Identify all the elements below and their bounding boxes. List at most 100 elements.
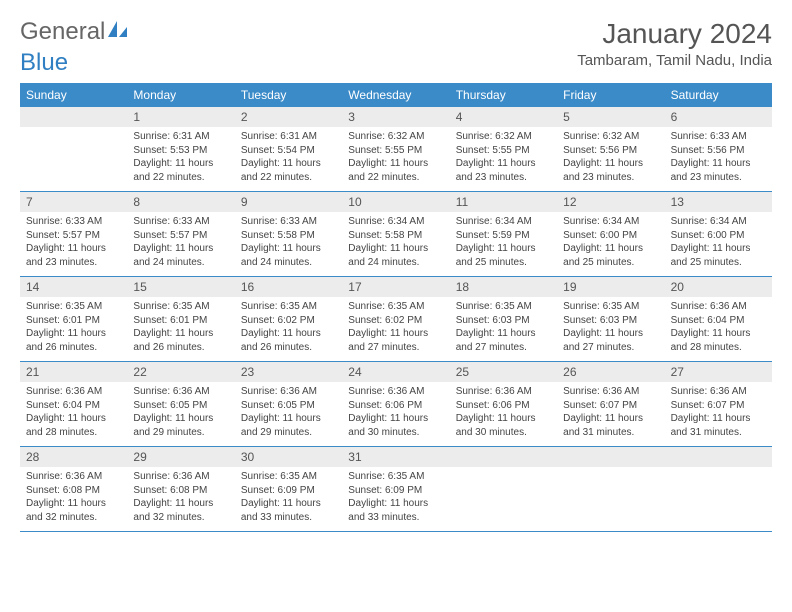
logo-sail-icon: [107, 18, 129, 46]
detail-line: Sunrise: 6:35 AM: [241, 300, 336, 314]
detail-line: and 29 minutes.: [133, 426, 228, 440]
header: General January 2024 Tambaram, Tamil Nad…: [20, 18, 772, 69]
detail-line: Daylight: 11 hours: [563, 157, 658, 171]
day-details: Sunrise: 6:36 AMSunset: 6:07 PMDaylight:…: [665, 382, 772, 445]
calendar-cell: 28Sunrise: 6:36 AMSunset: 6:08 PMDayligh…: [20, 447, 127, 531]
detail-line: Sunset: 6:02 PM: [241, 314, 336, 328]
calendar-cell: 18Sunrise: 6:35 AMSunset: 6:03 PMDayligh…: [450, 277, 557, 361]
detail-line: and 23 minutes.: [456, 171, 551, 185]
day-number: 26: [557, 362, 664, 382]
day-number: 28: [20, 447, 127, 467]
detail-line: Sunset: 5:56 PM: [563, 144, 658, 158]
day-details: Sunrise: 6:34 AMSunset: 5:58 PMDaylight:…: [342, 212, 449, 275]
detail-line: and 29 minutes.: [241, 426, 336, 440]
detail-line: Daylight: 11 hours: [671, 327, 766, 341]
detail-line: and 26 minutes.: [26, 341, 121, 355]
detail-line: Daylight: 11 hours: [348, 157, 443, 171]
detail-line: Daylight: 11 hours: [133, 327, 228, 341]
detail-line: Sunrise: 6:35 AM: [348, 470, 443, 484]
calendar-cell: 10Sunrise: 6:34 AMSunset: 5:58 PMDayligh…: [342, 192, 449, 276]
detail-line: Sunset: 6:08 PM: [133, 484, 228, 498]
day-details: Sunrise: 6:35 AMSunset: 6:03 PMDaylight:…: [450, 297, 557, 360]
detail-line: Sunrise: 6:36 AM: [133, 385, 228, 399]
detail-line: and 24 minutes.: [348, 256, 443, 270]
day-details: Sunrise: 6:32 AMSunset: 5:56 PMDaylight:…: [557, 127, 664, 190]
calendar-cell: [665, 447, 772, 531]
detail-line: and 24 minutes.: [241, 256, 336, 270]
weekday-label: Sunday: [20, 83, 127, 107]
detail-line: Daylight: 11 hours: [456, 242, 551, 256]
detail-line: Sunset: 6:05 PM: [241, 399, 336, 413]
detail-line: Sunrise: 6:35 AM: [456, 300, 551, 314]
calendar-cell: 7Sunrise: 6:33 AMSunset: 5:57 PMDaylight…: [20, 192, 127, 276]
detail-line: and 33 minutes.: [241, 511, 336, 525]
detail-line: and 27 minutes.: [563, 341, 658, 355]
calendar-cell: 1Sunrise: 6:31 AMSunset: 5:53 PMDaylight…: [127, 107, 234, 191]
detail-line: and 28 minutes.: [671, 341, 766, 355]
calendar: Sunday Monday Tuesday Wednesday Thursday…: [20, 83, 772, 532]
day-details: Sunrise: 6:34 AMSunset: 6:00 PMDaylight:…: [665, 212, 772, 275]
detail-line: Daylight: 11 hours: [241, 157, 336, 171]
detail-line: and 22 minutes.: [348, 171, 443, 185]
day-details: Sunrise: 6:33 AMSunset: 5:56 PMDaylight:…: [665, 127, 772, 190]
day-number: 17: [342, 277, 449, 297]
detail-line: Daylight: 11 hours: [348, 327, 443, 341]
weekday-label: Friday: [557, 83, 664, 107]
day-number: 10: [342, 192, 449, 212]
day-details: Sunrise: 6:33 AMSunset: 5:58 PMDaylight:…: [235, 212, 342, 275]
weekday-label: Monday: [127, 83, 234, 107]
day-number: 12: [557, 192, 664, 212]
detail-line: Sunrise: 6:33 AM: [241, 215, 336, 229]
day-number: 30: [235, 447, 342, 467]
day-details: Sunrise: 6:36 AMSunset: 6:08 PMDaylight:…: [20, 467, 127, 530]
calendar-cell: 24Sunrise: 6:36 AMSunset: 6:06 PMDayligh…: [342, 362, 449, 446]
day-number: 24: [342, 362, 449, 382]
detail-line: and 25 minutes.: [456, 256, 551, 270]
detail-line: Sunrise: 6:35 AM: [563, 300, 658, 314]
day-number: 25: [450, 362, 557, 382]
detail-line: Sunrise: 6:33 AM: [671, 130, 766, 144]
day-number: [665, 447, 772, 467]
detail-line: Daylight: 11 hours: [26, 242, 121, 256]
detail-line: Sunrise: 6:36 AM: [456, 385, 551, 399]
calendar-cell: 22Sunrise: 6:36 AMSunset: 6:05 PMDayligh…: [127, 362, 234, 446]
detail-line: and 32 minutes.: [133, 511, 228, 525]
calendar-cell: 4Sunrise: 6:32 AMSunset: 5:55 PMDaylight…: [450, 107, 557, 191]
calendar-cell: 19Sunrise: 6:35 AMSunset: 6:03 PMDayligh…: [557, 277, 664, 361]
detail-line: Sunrise: 6:32 AM: [456, 130, 551, 144]
day-number: 1: [127, 107, 234, 127]
detail-line: Daylight: 11 hours: [671, 242, 766, 256]
detail-line: Daylight: 11 hours: [671, 157, 766, 171]
day-number: 4: [450, 107, 557, 127]
detail-line: Sunset: 6:07 PM: [563, 399, 658, 413]
detail-line: Daylight: 11 hours: [133, 157, 228, 171]
detail-line: Sunset: 6:06 PM: [348, 399, 443, 413]
day-number: [450, 447, 557, 467]
detail-line: Sunset: 5:57 PM: [26, 229, 121, 243]
calendar-cell: [20, 107, 127, 191]
detail-line: and 23 minutes.: [563, 171, 658, 185]
day-details: Sunrise: 6:36 AMSunset: 6:04 PMDaylight:…: [665, 297, 772, 360]
day-number: 8: [127, 192, 234, 212]
detail-line: Sunrise: 6:36 AM: [241, 385, 336, 399]
weekday-label: Thursday: [450, 83, 557, 107]
calendar-cell: 9Sunrise: 6:33 AMSunset: 5:58 PMDaylight…: [235, 192, 342, 276]
calendar-cell: [450, 447, 557, 531]
detail-line: Daylight: 11 hours: [671, 412, 766, 426]
day-number: 29: [127, 447, 234, 467]
detail-line: Sunrise: 6:32 AM: [563, 130, 658, 144]
detail-line: Daylight: 11 hours: [563, 242, 658, 256]
detail-line: Sunset: 6:04 PM: [26, 399, 121, 413]
detail-line: Daylight: 11 hours: [26, 327, 121, 341]
detail-line: Daylight: 11 hours: [133, 412, 228, 426]
detail-line: Sunrise: 6:33 AM: [26, 215, 121, 229]
calendar-cell: 30Sunrise: 6:35 AMSunset: 6:09 PMDayligh…: [235, 447, 342, 531]
day-number: [557, 447, 664, 467]
detail-line: Sunrise: 6:36 AM: [26, 470, 121, 484]
detail-line: Sunset: 5:53 PM: [133, 144, 228, 158]
day-number: 31: [342, 447, 449, 467]
calendar-cell: 6Sunrise: 6:33 AMSunset: 5:56 PMDaylight…: [665, 107, 772, 191]
detail-line: Daylight: 11 hours: [133, 242, 228, 256]
detail-line: Sunrise: 6:36 AM: [348, 385, 443, 399]
detail-line: and 23 minutes.: [26, 256, 121, 270]
